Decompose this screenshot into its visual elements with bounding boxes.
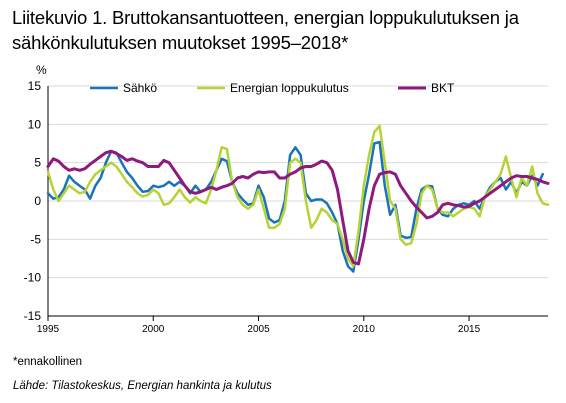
y-tick-label: 15 bbox=[28, 79, 42, 93]
x-tick-label: 1995 bbox=[37, 324, 60, 335]
legend-label: BKT bbox=[431, 81, 455, 95]
y-tick-label: 10 bbox=[28, 117, 42, 131]
legend: Sähkö Energian loppukulutus BKT bbox=[90, 81, 455, 95]
gridlines bbox=[48, 85, 548, 279]
source-note: Lähde: Tilastokeskus, Energian hankinta … bbox=[13, 380, 272, 392]
x-tick-label: 2010 bbox=[353, 324, 376, 335]
x-tick-label: 2000 bbox=[142, 324, 165, 335]
y-tick-label: -5 bbox=[30, 232, 41, 246]
x-tick-label: 2005 bbox=[247, 324, 270, 335]
x-tick-label: 2015 bbox=[458, 324, 481, 335]
y-tick-label: -15 bbox=[24, 309, 42, 323]
legend-label: Energian loppukulutus bbox=[230, 81, 349, 95]
y-tick-label: 0 bbox=[34, 194, 41, 208]
legend-label: Sähkö bbox=[123, 81, 157, 95]
y-axis-unit-label: % bbox=[36, 63, 47, 77]
y-tick-labels: 15 10 5 0 -5 -10 -15 bbox=[24, 79, 42, 323]
series-line-0 bbox=[46, 140, 544, 273]
axes bbox=[47, 86, 548, 321]
footnote: *ennakollinen bbox=[13, 356, 83, 368]
x-tick-labels: 1995 2000 2005 2010 2015 bbox=[37, 324, 481, 335]
series-line-1 bbox=[46, 124, 550, 268]
series-lines bbox=[46, 124, 550, 273]
y-tick-label: 5 bbox=[34, 156, 41, 170]
series-line-2 bbox=[46, 149, 550, 266]
y-tick-label: -10 bbox=[24, 271, 42, 285]
chart-title: Liitekuvio 1. Bruttokansantuotteen, ener… bbox=[12, 7, 519, 53]
